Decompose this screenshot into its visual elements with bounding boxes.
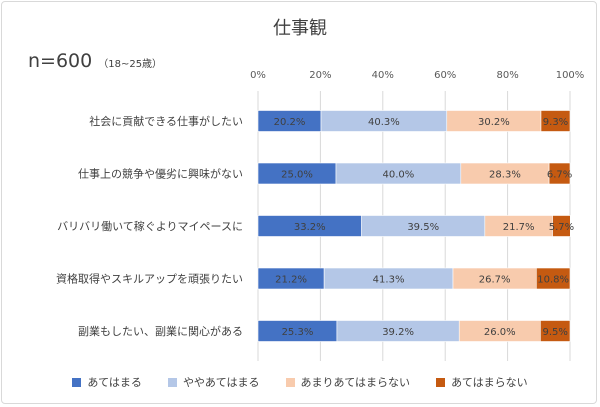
category-label: バリバリ働いて稼ぐよりマイペースに (57, 219, 243, 233)
data-label: 20.2% (274, 117, 306, 128)
data-label: 25.0% (281, 170, 313, 181)
data-label: 21.7% (503, 222, 535, 233)
sample-size-sub: （18~25歳） (98, 59, 163, 70)
data-label: 9.3% (543, 117, 568, 128)
data-label: 41.3% (373, 275, 405, 286)
data-label: 25.3% (282, 327, 314, 338)
legend-swatch-2 (285, 377, 295, 387)
category-label: 社会に貢献できる仕事がしたい (89, 114, 243, 128)
x-tick-label: 60% (434, 70, 456, 81)
category-label: 資格取得やスキルアップを頑張りたい (56, 272, 243, 286)
bar-segment (548, 162, 571, 185)
x-tick-label: 80% (496, 70, 518, 81)
data-label: 33.2% (294, 222, 326, 233)
bar-segment (540, 110, 571, 132)
data-label: 6.7% (547, 170, 572, 181)
legend-label-1: ややあてはまる (182, 376, 260, 389)
legend-swatch-0 (72, 377, 82, 387)
sample-size-label: n=600 （18~25歳） (28, 50, 162, 72)
data-label: 26.7% (479, 275, 511, 286)
category-label: 副業もしたい、副業に関心がある (78, 324, 243, 338)
data-label: 30.2% (478, 117, 510, 128)
legend-swatch-1 (167, 377, 177, 387)
legend-item-2: あまりあてはまらない (285, 374, 411, 390)
data-label: 5.7% (549, 222, 574, 233)
bar-segment (552, 215, 571, 237)
data-label: 21.2% (275, 275, 307, 286)
legend-label-3: あてはまらない (451, 376, 528, 389)
x-tick-label: 40% (372, 70, 394, 81)
data-label: 28.3% (489, 170, 521, 181)
sample-size-main: n=600 (28, 50, 93, 72)
legend-item-3: あてはまらない (436, 374, 528, 390)
data-label: 40.3% (368, 117, 400, 128)
legend-label-2: あまりあてはまらない (300, 376, 411, 389)
legend: あてはまる ややあてはまる あまりあてはまらない あてはまらない (0, 374, 600, 390)
data-label: 10.8% (537, 275, 569, 286)
x-tick-label: 0% (250, 70, 266, 81)
category-label: 仕事上の競争や優劣に興味がない (78, 167, 243, 181)
data-label: 39.5% (407, 222, 439, 233)
x-tick-label: 100% (556, 70, 585, 81)
bar-segment (540, 320, 571, 342)
data-label: 9.5% (542, 327, 567, 338)
legend-item-1: ややあてはまる (167, 374, 260, 390)
data-label: 26.0% (484, 327, 516, 338)
chart-title: 仕事観 (273, 18, 327, 39)
legend-label-0: あてはまる (87, 376, 142, 389)
data-label: 40.0% (383, 170, 415, 181)
bar-segment (536, 267, 571, 290)
legend-swatch-3 (436, 377, 446, 387)
x-tick-label: 20% (309, 70, 331, 81)
data-label: 39.2% (382, 327, 414, 338)
legend-item-0: あてはまる (72, 374, 142, 390)
